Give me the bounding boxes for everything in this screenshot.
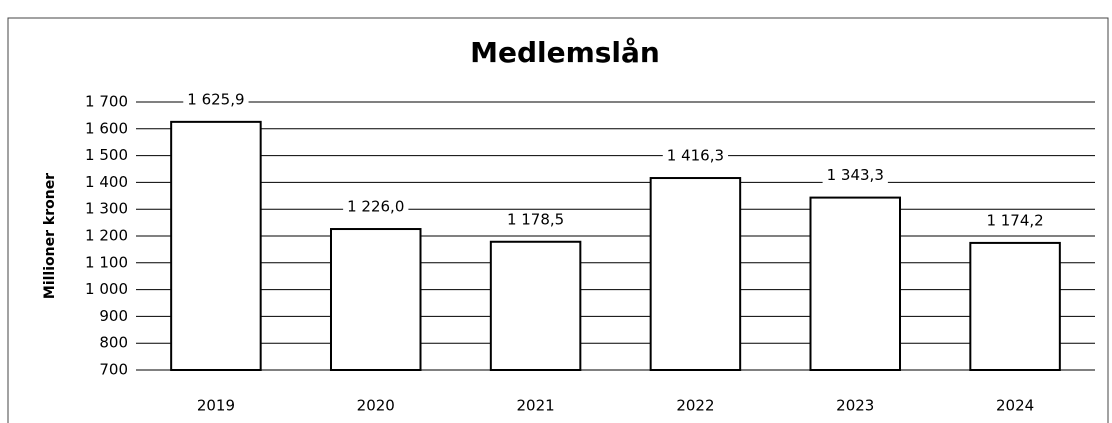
x-tick-label: 2023 bbox=[836, 397, 874, 415]
y-tick-label: 1 400 bbox=[85, 173, 128, 191]
y-tick-label: 1 500 bbox=[85, 146, 128, 164]
data-label: 1 178,5 bbox=[507, 210, 564, 228]
bar bbox=[649, 177, 742, 371]
chart-frame bbox=[7, 17, 1109, 423]
data-label-background bbox=[662, 146, 729, 165]
y-axis-label: Millioner kroner bbox=[42, 173, 58, 299]
data-label: 1 174,2 bbox=[986, 211, 1043, 229]
bar bbox=[329, 228, 422, 371]
bar bbox=[489, 240, 582, 371]
y-tick-label: 1 200 bbox=[85, 227, 128, 245]
data-label-background bbox=[822, 166, 888, 185]
x-tick-label: 2021 bbox=[516, 397, 554, 415]
y-tick-label: 1 000 bbox=[85, 280, 128, 298]
data-label-background bbox=[183, 90, 249, 109]
chart-title: Medlemslån bbox=[470, 36, 660, 69]
y-tick-label: 700 bbox=[99, 361, 128, 379]
data-label: 1 226,0 bbox=[347, 198, 404, 216]
data-label: 1 343,3 bbox=[827, 166, 884, 184]
y-tick-label: 900 bbox=[99, 307, 128, 325]
data-label: 1 625,9 bbox=[187, 90, 244, 108]
y-tick-label: 800 bbox=[99, 334, 128, 352]
bar bbox=[969, 241, 1061, 371]
bar bbox=[809, 196, 902, 371]
x-tick-label: 2020 bbox=[357, 397, 395, 415]
y-tick-label: 1 100 bbox=[85, 253, 128, 271]
data-label-background bbox=[343, 197, 409, 216]
x-tick-label: 2022 bbox=[676, 397, 714, 415]
data-label-background bbox=[502, 210, 569, 229]
bar bbox=[170, 120, 262, 372]
data-label: 1 416,3 bbox=[667, 147, 724, 165]
y-tick-label: 1 300 bbox=[85, 200, 128, 218]
y-tick-label: 1 700 bbox=[85, 93, 128, 111]
data-label-background bbox=[982, 211, 1048, 230]
x-tick-label: 2024 bbox=[996, 397, 1034, 415]
x-tick-label: 2019 bbox=[197, 397, 235, 415]
y-tick-label: 1 600 bbox=[85, 119, 128, 137]
